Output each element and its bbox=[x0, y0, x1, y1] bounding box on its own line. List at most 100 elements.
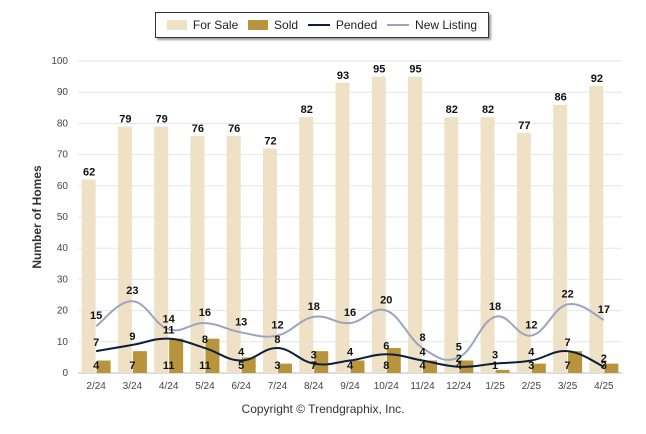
data-label-pended: 7 bbox=[565, 337, 571, 349]
bar-sold bbox=[277, 363, 292, 373]
data-label-sold: 5 bbox=[238, 360, 244, 372]
data-label-pended: 3 bbox=[492, 350, 498, 362]
y-tick-label: 0 bbox=[62, 368, 68, 379]
data-label-for-sale: 92 bbox=[591, 73, 603, 85]
y-tick-label: 60 bbox=[57, 181, 69, 192]
data-label-pended: 11 bbox=[163, 325, 175, 337]
data-label-new-listing: 17 bbox=[598, 304, 610, 316]
x-tick-label: 1/25 bbox=[485, 381, 505, 392]
data-label-sold: 3 bbox=[601, 360, 607, 372]
data-label-sold: 11 bbox=[163, 360, 175, 372]
data-label-pended: 7 bbox=[93, 337, 99, 349]
y-tick-label: 30 bbox=[57, 274, 69, 285]
bar-for-sale bbox=[226, 135, 241, 373]
bar-for-sale bbox=[117, 126, 132, 374]
y-tick-label: 100 bbox=[51, 56, 68, 67]
data-label-pended: 4 bbox=[528, 347, 535, 359]
data-label-sold: 3 bbox=[274, 360, 280, 372]
x-tick-label: 7/24 bbox=[268, 381, 288, 392]
legend-swatch-pended bbox=[307, 24, 330, 26]
copyright-text: Copyright © Trendgraphix, Inc. bbox=[241, 402, 405, 416]
series-line-new-listing bbox=[95, 300, 605, 361]
data-label-pended: 4 bbox=[347, 347, 354, 359]
bar-sold bbox=[568, 351, 583, 373]
data-label-for-sale: 76 bbox=[192, 123, 204, 135]
legend-swatch-sold bbox=[248, 20, 269, 30]
data-label-sold: 4 bbox=[419, 360, 426, 372]
bar-for-sale bbox=[480, 117, 495, 373]
series-line-pended bbox=[95, 337, 605, 368]
data-label-for-sale: 93 bbox=[337, 70, 349, 82]
data-label-for-sale: 77 bbox=[518, 120, 530, 132]
x-tick-label: 4/24 bbox=[159, 381, 179, 392]
y-tick-label: 70 bbox=[57, 150, 69, 161]
data-label-sold: 7 bbox=[129, 360, 135, 372]
x-tick-label: 8/24 bbox=[304, 381, 324, 392]
data-label-sold: 4 bbox=[456, 360, 463, 372]
data-label-new-listing: 18 bbox=[489, 301, 501, 313]
bar-sold bbox=[169, 338, 184, 373]
x-tick-label: 2/24 bbox=[86, 381, 106, 392]
data-label-pended: 4 bbox=[238, 347, 245, 359]
x-tick-label: 10/24 bbox=[374, 381, 399, 392]
data-label-for-sale: 82 bbox=[482, 104, 494, 116]
data-label-pended: 4 bbox=[419, 347, 426, 359]
data-label-pended: 3 bbox=[311, 350, 317, 362]
bar-sold bbox=[314, 351, 329, 373]
bar-for-sale bbox=[516, 132, 531, 373]
data-label-pended: 9 bbox=[129, 331, 135, 343]
x-tick-label: 4/25 bbox=[594, 381, 614, 392]
bar-for-sale bbox=[81, 179, 96, 373]
bar-sold bbox=[96, 360, 111, 373]
legend-item-pended: Pended bbox=[307, 18, 377, 32]
data-label-for-sale: 82 bbox=[446, 104, 458, 116]
data-label-pended: 8 bbox=[202, 334, 208, 346]
bar-for-sale bbox=[589, 85, 604, 374]
data-label-pended: 8 bbox=[274, 334, 280, 346]
bar-sold bbox=[604, 363, 619, 373]
y-axis-title: Number of Homes bbox=[30, 165, 44, 269]
data-label-for-sale: 79 bbox=[156, 114, 168, 126]
data-label-pended: 2 bbox=[601, 353, 607, 365]
y-tick-label: 20 bbox=[57, 306, 69, 317]
x-tick-label: 3/25 bbox=[558, 381, 578, 392]
data-label-sold: 7 bbox=[565, 360, 571, 372]
data-label-new-listing: 12 bbox=[525, 320, 537, 332]
bar-for-sale bbox=[262, 148, 277, 373]
y-tick-label: 50 bbox=[57, 212, 69, 223]
data-label-new-listing: 5 bbox=[456, 341, 462, 353]
x-tick-label: 5/24 bbox=[195, 381, 215, 392]
data-label-pended: 2 bbox=[456, 353, 462, 365]
data-label-new-listing: 14 bbox=[163, 313, 176, 325]
x-tick-label: 9/24 bbox=[340, 381, 360, 392]
bar-for-sale bbox=[444, 117, 459, 373]
bar-sold bbox=[241, 357, 256, 373]
y-tick-label: 40 bbox=[57, 243, 69, 254]
legend-swatch-new-listing bbox=[387, 24, 410, 26]
data-label-pended: 6 bbox=[383, 340, 389, 352]
legend-swatch-for-sale bbox=[166, 20, 187, 30]
legend-item-sold: Sold bbox=[248, 18, 298, 32]
data-label-sold: 7 bbox=[311, 360, 317, 372]
data-label-for-sale: 72 bbox=[264, 135, 276, 147]
x-tick-label: 6/24 bbox=[231, 381, 251, 392]
bar-for-sale bbox=[154, 126, 169, 374]
data-label-new-listing: 8 bbox=[419, 332, 425, 344]
x-tick-label: 11/24 bbox=[410, 381, 435, 392]
bar-for-sale bbox=[190, 135, 205, 373]
data-label-sold: 3 bbox=[528, 360, 534, 372]
legend-item-new-listing: New Listing bbox=[387, 18, 477, 32]
legend-item-for-sale: For Sale bbox=[166, 18, 238, 32]
x-tick-label: 3/24 bbox=[123, 381, 143, 392]
y-tick-label: 10 bbox=[57, 337, 69, 348]
data-label-new-listing: 15 bbox=[90, 310, 102, 322]
bar-for-sale bbox=[371, 76, 386, 373]
y-tick-label: 80 bbox=[57, 118, 69, 129]
data-label-for-sale: 95 bbox=[409, 64, 421, 76]
data-label-new-listing: 12 bbox=[271, 320, 283, 332]
data-label-new-listing: 16 bbox=[344, 307, 356, 319]
data-label-for-sale: 82 bbox=[301, 104, 313, 116]
bar-for-sale bbox=[335, 82, 350, 373]
data-label-for-sale: 95 bbox=[373, 64, 385, 76]
